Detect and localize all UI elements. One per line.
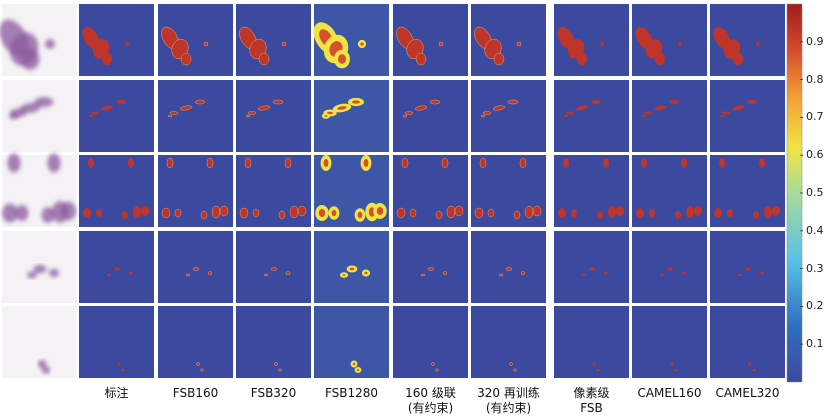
colorbar-tick-label: 0.5 (806, 186, 824, 199)
panel-r5-c9 (632, 306, 707, 378)
panel-r3-c6 (393, 155, 468, 227)
panel-r1-c9 (632, 4, 707, 76)
colorbar-tick-label: 0.1 (806, 337, 824, 351)
column-label: CAMEL320 (715, 386, 780, 400)
panel-grid (0, 4, 785, 378)
panel-r1-c5 (313, 4, 389, 76)
panel-r5-c10 (710, 306, 785, 378)
column-label: 320 再训练 (有约束) (477, 386, 540, 415)
panel-r3-c8 (554, 155, 629, 227)
panel-r2-c5 (314, 80, 389, 152)
panel-r2-c2 (79, 80, 154, 152)
panel-r3-c10 (710, 155, 785, 227)
panel-r1-c7 (471, 4, 546, 76)
panel-r2-c9 (632, 80, 707, 152)
colorbar-tick-label: 0.9 (806, 34, 824, 48)
colorbar (786, 3, 803, 383)
panel-r5-c7 (471, 306, 546, 378)
panel-r5-c2 (79, 306, 154, 378)
colorbar-ticks (800, 41, 803, 345)
panel-r4-c9 (632, 231, 707, 303)
column-label: CAMEL160 (637, 386, 702, 400)
colorbar-tick-label: 0.3 (806, 261, 824, 275)
column-label: FSB160 (172, 386, 219, 400)
colorbar-tick-label: 0.7 (806, 110, 824, 124)
column-label: 像素级 FSB (573, 386, 610, 415)
panel-r4-c3 (158, 231, 233, 303)
panel-r4-c10 (710, 231, 785, 303)
panel-r4-c6 (393, 231, 468, 303)
panel-r3-c7 (471, 155, 546, 227)
panel-r2-c8 (554, 80, 629, 152)
panel-r4-c2 (79, 231, 154, 303)
column-label: FSB320 (250, 386, 297, 400)
column-label: 160 级联 (有约束) (405, 386, 456, 415)
panel-r5-c3 (158, 306, 233, 378)
panel-r1-c3 (158, 4, 233, 76)
panel-r1-c4 (236, 4, 311, 76)
panel-r2-c4 (236, 80, 311, 152)
panel-r2-c1 (2, 80, 77, 152)
colorbar-tick-label: 0.6 (806, 148, 824, 162)
colorbar-tick-label: 0.4 (806, 223, 824, 237)
panel-r2-c7 (471, 80, 546, 152)
column-label: FSB1280 (324, 386, 379, 400)
panel-r3-c2 (79, 155, 154, 227)
panel-r5-c1 (2, 306, 77, 378)
panel-r2-c10 (710, 80, 785, 152)
panel-r5-c8 (554, 306, 629, 378)
panel-r4-c5 (314, 231, 389, 303)
panel-r3-c9 (632, 155, 707, 227)
panel-r1-c8 (554, 4, 629, 76)
panel-r5-c5 (314, 306, 389, 378)
panel-r5-c6 (393, 306, 468, 378)
panel-r1-c6 (393, 4, 468, 76)
panel-r4-c1 (2, 231, 77, 303)
panel-r2-c6 (393, 80, 468, 152)
panel-r5-c4 (236, 306, 311, 378)
column-label: 标注 (104, 386, 129, 400)
colorbar-tick-label: 0.8 (806, 72, 824, 86)
panel-r2-c3 (158, 80, 233, 152)
panel-r3-c4 (236, 155, 311, 227)
panel-r1-c2 (79, 4, 154, 76)
panel-r4-c7 (471, 231, 546, 303)
panel-r3-c1 (2, 153, 77, 227)
colorbar-tick-label: 0.2 (806, 299, 824, 313)
panel-r1-c1 (0, 4, 77, 76)
panel-r4-c4 (236, 231, 311, 303)
panel-r4-c8 (554, 231, 629, 303)
panel-r3-c5 (314, 155, 389, 227)
panel-r1-c10 (710, 4, 785, 76)
panel-r3-c3 (158, 155, 233, 227)
